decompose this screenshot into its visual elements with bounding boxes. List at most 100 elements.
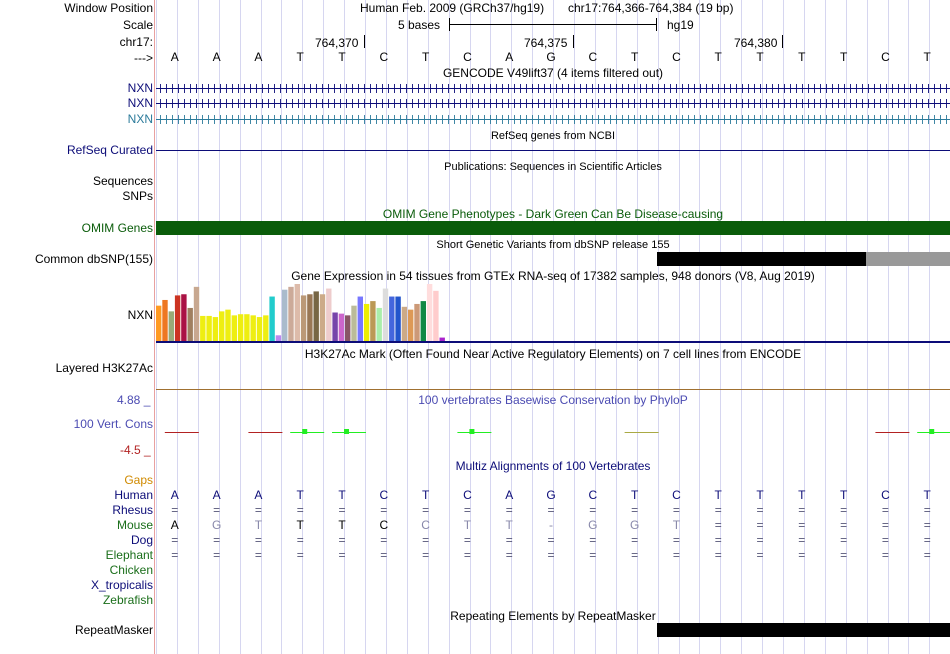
refseq-gene-line[interactable] xyxy=(156,150,950,151)
gencode-item-label-2[interactable]: NXN xyxy=(127,96,153,110)
gtex-tissue-bar[interactable] xyxy=(433,290,439,341)
dbsnp-track-label[interactable]: Common dbSNP(155) xyxy=(34,252,153,266)
multiz-base: = xyxy=(463,503,471,517)
gtex-tissue-bar[interactable] xyxy=(408,309,414,341)
multiz-base: = xyxy=(338,548,346,562)
multiz-species-label[interactable]: Zebrafish xyxy=(102,593,153,607)
h3k27ac-track-label[interactable]: Layered H3K27Ac xyxy=(55,361,153,375)
gtex-tissue-bar[interactable] xyxy=(338,313,345,341)
gtex-tissue-bar[interactable] xyxy=(351,305,357,341)
gtex-tissue-bar[interactable] xyxy=(294,284,300,341)
gencode-transcript-2[interactable] xyxy=(156,99,950,108)
gtex-tissue-bar[interactable] xyxy=(414,303,420,341)
multiz-base: T xyxy=(463,518,472,532)
gtex-tissue-bar[interactable] xyxy=(332,312,338,342)
dbsnp-track-title[interactable]: Short Genetic Variants from dbSNP releas… xyxy=(436,239,670,251)
multiz-base: = xyxy=(881,503,889,517)
gtex-tissue-bar[interactable] xyxy=(193,286,200,341)
gtex-tissue-bar[interactable] xyxy=(300,295,307,341)
gtex-tissue-bar[interactable] xyxy=(174,295,181,341)
multiz-base: = xyxy=(631,503,639,517)
dbsnp-variant-bar-grey[interactable] xyxy=(866,252,950,266)
gtex-tissue-bar[interactable] xyxy=(200,315,206,341)
gencode-item-label-1[interactable]: NXN xyxy=(127,81,153,95)
refseq-track-label[interactable]: RefSeq Curated xyxy=(66,143,153,157)
gencode-transcript-1[interactable] xyxy=(156,84,950,93)
gtex-tissue-bar[interactable] xyxy=(256,317,263,341)
gtex-tissue-bar[interactable] xyxy=(439,337,445,341)
gtex-tissue-bar[interactable] xyxy=(382,288,389,341)
gtex-tissue-bar[interactable] xyxy=(212,317,219,341)
publications-label-snps[interactable]: SNPs xyxy=(122,189,153,203)
gtex-tissue-bar[interactable] xyxy=(426,284,433,341)
gtex-tissue-bar[interactable] xyxy=(319,294,326,341)
multiz-base: = xyxy=(422,503,430,517)
gtex-tissue-bar[interactable] xyxy=(420,301,426,341)
multiz-track-title[interactable]: Multiz Alignments of 100 Vertebrates xyxy=(455,459,651,473)
gtex-tissue-bar[interactable] xyxy=(370,301,376,341)
gtex-track-label[interactable]: NXN xyxy=(127,308,153,322)
phylop-track-label[interactable]: 100 Vert. Cons xyxy=(73,417,153,431)
gtex-tissue-bar[interactable] xyxy=(275,335,282,341)
multiz-base: = xyxy=(923,533,931,547)
gtex-tissue-bar[interactable] xyxy=(307,294,313,341)
repeatmasker-track-label[interactable]: RepeatMasker xyxy=(74,623,153,637)
gtex-tissue-bar[interactable] xyxy=(376,307,382,341)
gtex-tissue-bar[interactable] xyxy=(263,315,269,341)
gtex-tissue-bar[interactable] xyxy=(244,314,250,341)
gtex-tissue-bar[interactable] xyxy=(162,299,168,341)
gtex-tissue-bar[interactable] xyxy=(231,315,237,341)
reference-base: A xyxy=(170,50,179,64)
gtex-tissue-bar[interactable] xyxy=(250,315,256,341)
gencode-item-label-3[interactable]: NXN xyxy=(127,112,153,126)
gtex-track-title[interactable]: Gene Expression in 54 tissues from GTEx … xyxy=(291,269,815,283)
multiz-species-label[interactable]: Rhesus xyxy=(112,503,153,517)
gtex-tissue-bar[interactable] xyxy=(345,315,351,341)
multiz-species-label[interactable]: X_tropicalis xyxy=(90,578,153,592)
gtex-tissue-bar[interactable] xyxy=(282,289,288,341)
refseq-track-title[interactable]: RefSeq genes from NCBI xyxy=(490,130,616,142)
multiz-species-label[interactable]: Dog xyxy=(130,533,153,547)
h3k27ac-track-title[interactable]: H3K27Ac Mark (Often Found Near Active Re… xyxy=(304,347,802,361)
multiz-gaps-label[interactable]: Gaps xyxy=(124,473,153,487)
gtex-expression-bars[interactable] xyxy=(156,284,950,344)
repeatmasker-element-bar[interactable] xyxy=(657,623,950,637)
repeatmasker-track-title[interactable]: Repeating Elements by RepeatMasker xyxy=(450,609,656,623)
gtex-tissue-bar[interactable] xyxy=(313,291,319,341)
publications-label-sequences[interactable]: Sequences xyxy=(92,174,153,188)
ruler-tick-1 xyxy=(364,35,365,48)
publications-track-title[interactable]: Publications: Sequences in Scientific Ar… xyxy=(444,161,662,173)
gtex-tissue-bar[interactable] xyxy=(187,307,193,341)
multiz-species-label[interactable]: Mouse xyxy=(116,518,153,532)
multiz-base: C xyxy=(379,488,389,502)
gencode-track-title[interactable]: GENCODE V49lift37 (4 items filtered out) xyxy=(442,66,664,80)
gtex-tissue-bar[interactable] xyxy=(168,311,174,341)
omim-track-label[interactable]: OMIM Genes xyxy=(81,221,153,235)
omim-gene-bar[interactable] xyxy=(156,221,950,235)
gtex-tissue-bar[interactable] xyxy=(156,305,162,341)
multiz-species-label[interactable]: Elephant xyxy=(105,548,153,562)
gtex-tissue-bar[interactable] xyxy=(219,311,225,341)
gtex-tissue-bar[interactable] xyxy=(288,286,294,341)
multiz-species-label[interactable]: Chicken xyxy=(109,563,153,577)
gtex-tissue-bar[interactable] xyxy=(269,296,275,341)
gtex-tissue-bar[interactable] xyxy=(225,309,231,341)
gtex-tissue-bar[interactable] xyxy=(389,296,395,341)
omim-track-title[interactable]: OMIM Gene Phenotypes - Dark Green Can Be… xyxy=(382,207,724,221)
phylop-max-value: 4.88 _ xyxy=(117,393,151,407)
gtex-tissue-bar[interactable] xyxy=(326,288,332,341)
gtex-tissue-bar[interactable] xyxy=(357,296,363,341)
phylop-track-title[interactable]: 100 vertebrates Basewise Conservation by… xyxy=(418,393,688,407)
gtex-tissue-bar[interactable] xyxy=(181,294,187,341)
ruler-tick-3 xyxy=(782,35,783,48)
multiz-species-label[interactable]: Human xyxy=(114,488,153,502)
gtex-tissue-bar[interactable] xyxy=(401,306,408,341)
gtex-tissue-bar[interactable] xyxy=(237,314,244,341)
gtex-tissue-bar[interactable] xyxy=(206,315,212,341)
phylop-signal[interactable] xyxy=(156,410,950,450)
phylop-peak xyxy=(469,429,475,434)
gencode-transcript-3[interactable] xyxy=(156,115,950,124)
gtex-tissue-bar[interactable] xyxy=(395,296,401,341)
gtex-tissue-bar[interactable] xyxy=(363,303,370,341)
phylop-segment xyxy=(624,432,659,433)
